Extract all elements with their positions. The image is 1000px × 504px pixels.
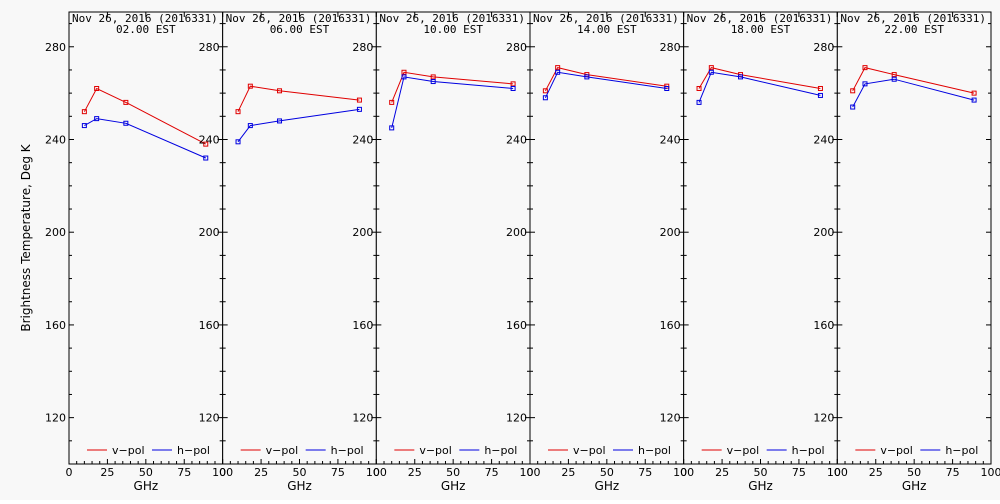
y-tick-label: 280 [506, 41, 527, 54]
y-tick-label: 120 [352, 412, 373, 425]
legend-label-v-pol: v−pol [266, 444, 299, 457]
x-tick-label: 75 [946, 466, 960, 479]
panel-title-line2: 18.00 EST [731, 23, 791, 36]
x-tick-label: 75 [638, 466, 652, 479]
x-axis-label: GHz [748, 479, 773, 493]
y-tick-label: 160 [660, 319, 681, 332]
x-tick-label: 25 [254, 466, 268, 479]
x-tick-label: 50 [907, 466, 921, 479]
legend-label-v-pol: v−pol [419, 444, 452, 457]
y-tick-label: 240 [199, 133, 220, 146]
y-tick-label: 200 [506, 226, 527, 239]
x-tick-label: 25 [561, 466, 575, 479]
y-tick-label: 120 [506, 412, 527, 425]
x-tick-label: 75 [792, 466, 806, 479]
y-tick-label: 160 [506, 319, 527, 332]
y-tick-label: 120 [660, 412, 681, 425]
y-tick-label: 200 [45, 226, 66, 239]
legend-label-v-pol: v−pol [880, 444, 913, 457]
x-tick-label: 100 [981, 466, 1000, 479]
legend-label-h-pol: h−pol [177, 444, 210, 457]
y-tick-label: 240 [506, 133, 527, 146]
panel-frame-6 [837, 12, 991, 464]
x-tick-label: 25 [408, 466, 422, 479]
x-tick-label: 25 [100, 466, 114, 479]
legend-label-v-pol: v−pol [112, 444, 145, 457]
y-tick-label: 160 [352, 319, 373, 332]
y-tick-label: 240 [352, 133, 373, 146]
x-axis-label: GHz [441, 479, 466, 493]
y-tick-label: 240 [45, 133, 66, 146]
legend-label-h-pol: h−pol [945, 444, 978, 457]
x-tick-label: 0 [834, 466, 841, 479]
x-tick-label: 50 [139, 466, 153, 479]
x-tick-label: 25 [715, 466, 729, 479]
y-axis-label: Brightness Temperature, Deg K [19, 143, 33, 331]
legend-label-h-pol: h−pol [638, 444, 671, 457]
x-tick-label: 0 [527, 466, 534, 479]
y-tick-label: 120 [813, 412, 834, 425]
y-tick-label: 280 [45, 41, 66, 54]
y-tick-label: 160 [199, 319, 220, 332]
panel-title-line2: 06.00 EST [270, 23, 330, 36]
y-tick-label: 120 [45, 412, 66, 425]
y-tick-label: 160 [45, 319, 66, 332]
y-tick-label: 280 [660, 41, 681, 54]
y-tick-label: 120 [199, 412, 220, 425]
y-tick-label: 200 [660, 226, 681, 239]
x-tick-label: 50 [754, 466, 768, 479]
x-axis-label: GHz [595, 479, 620, 493]
x-tick-label: 0 [680, 466, 687, 479]
y-tick-label: 240 [660, 133, 681, 146]
y-tick-label: 240 [813, 133, 834, 146]
panel-title-line2: 02.00 EST [116, 23, 176, 36]
y-tick-label: 280 [352, 41, 373, 54]
y-tick-label: 280 [813, 41, 834, 54]
legend-label-h-pol: h−pol [484, 444, 517, 457]
x-axis-label: GHz [902, 479, 927, 493]
x-tick-label: 50 [600, 466, 614, 479]
x-tick-label: 50 [446, 466, 460, 479]
panel-title-line2: 22.00 EST [884, 23, 944, 36]
x-tick-label: 75 [331, 466, 345, 479]
x-tick-label: 25 [869, 466, 883, 479]
y-tick-label: 200 [352, 226, 373, 239]
y-tick-label: 200 [199, 226, 220, 239]
legend-label-v-pol: v−pol [727, 444, 760, 457]
panel-title-line2: 10.00 EST [423, 23, 483, 36]
panel-title-line2: 14.00 EST [577, 23, 637, 36]
x-axis-label: GHz [134, 479, 159, 493]
y-tick-label: 160 [813, 319, 834, 332]
legend-label-h-pol: h−pol [792, 444, 825, 457]
x-tick-label: 50 [293, 466, 307, 479]
y-tick-label: 280 [199, 41, 220, 54]
x-tick-label: 75 [177, 466, 191, 479]
x-axis-label: GHz [287, 479, 312, 493]
y-tick-label: 200 [813, 226, 834, 239]
x-tick-label: 75 [485, 466, 499, 479]
legend-label-v-pol: v−pol [573, 444, 606, 457]
legend-label-h-pol: h−pol [331, 444, 364, 457]
x-tick-label: 0 [373, 466, 380, 479]
x-tick-label: 0 [219, 466, 226, 479]
x-tick-label: 0 [66, 466, 73, 479]
